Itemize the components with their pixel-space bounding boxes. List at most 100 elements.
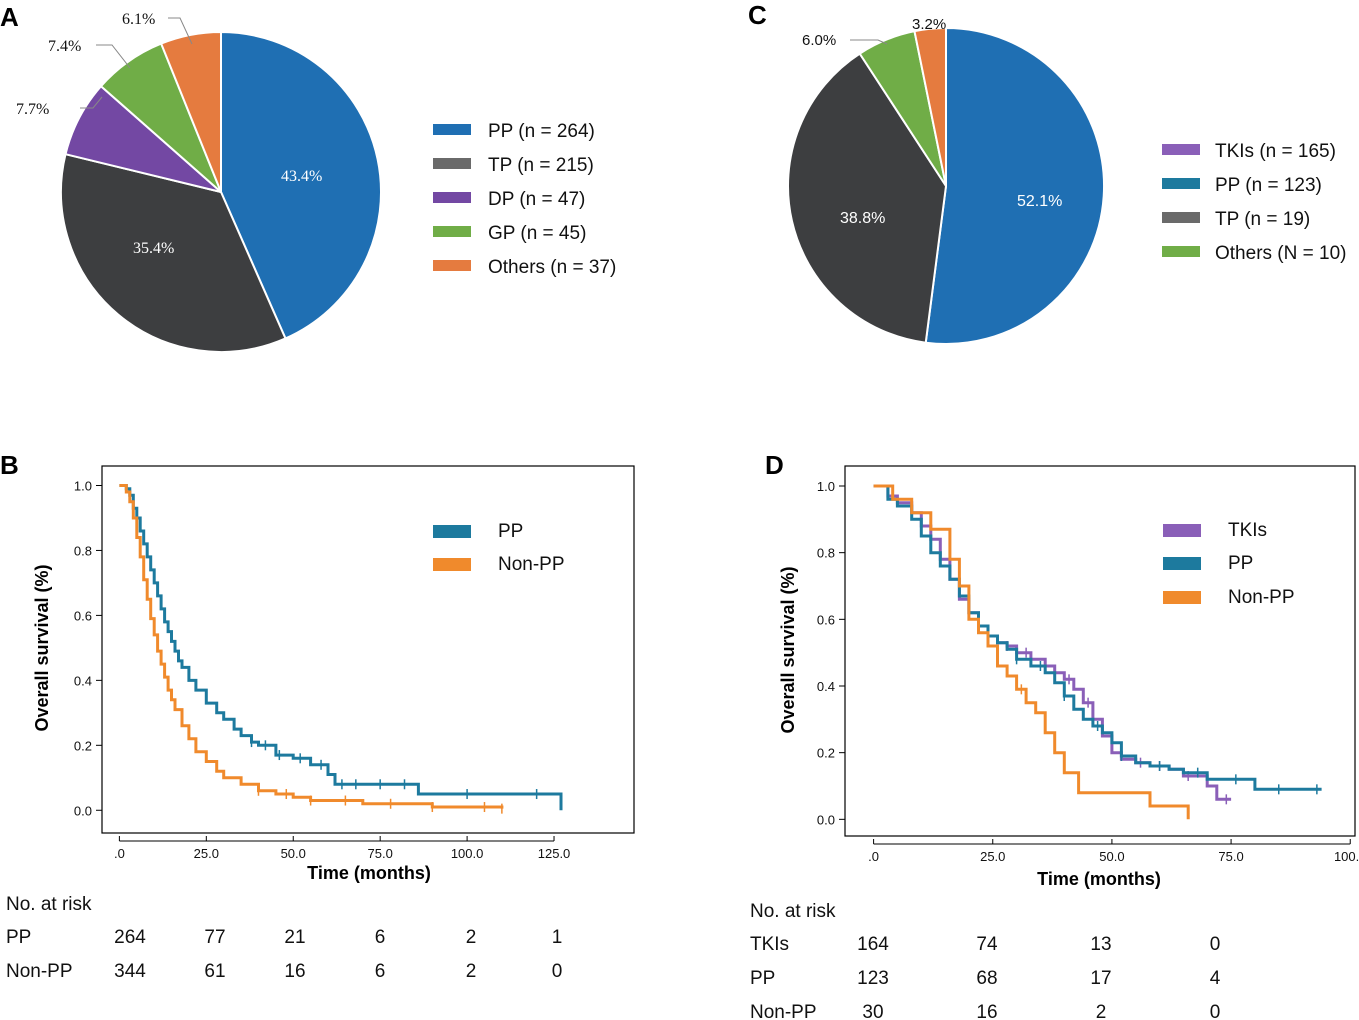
x-tick-label: .0 bbox=[868, 849, 879, 864]
risk-cell: 74 bbox=[976, 934, 998, 955]
legend-swatch-b-pp bbox=[433, 525, 471, 538]
pie-slice-others bbox=[159, 30, 222, 193]
risk-table-title-d: No. at risk bbox=[750, 901, 836, 922]
x-tick-label: .0 bbox=[114, 846, 125, 861]
x-axis-title-d: Time (months) bbox=[1037, 869, 1161, 889]
pie-slice-tkis bbox=[924, 26, 1106, 345]
risk-cell: 2 bbox=[466, 961, 477, 982]
pie-slice-pp bbox=[913, 26, 947, 187]
risk-cell: 4 bbox=[1210, 968, 1221, 989]
legend-swatch-d-tkis bbox=[1163, 524, 1201, 537]
y-tick-label: 0.6 bbox=[817, 612, 835, 627]
risk-row-label-b-nonpp: Non-PP bbox=[6, 961, 73, 982]
legend-label-others-c: Others (N = 10) bbox=[1215, 243, 1346, 264]
risk-cell: 6 bbox=[375, 961, 386, 982]
legend-label-gp: GP (n = 45) bbox=[488, 223, 586, 244]
y-tick-label: 0.4 bbox=[817, 679, 835, 694]
pie-slice-tp bbox=[60, 152, 287, 353]
legend-label-b-nonpp: Non-PP bbox=[498, 554, 565, 575]
y-tick-label: 0.0 bbox=[74, 803, 92, 818]
risk-cell: 21 bbox=[284, 927, 305, 948]
km-plot-d: .0 25.0 50.0 75.0 100.0 0.0 0.2 0.4 0.6 0.8 1.0 Ti… bbox=[778, 465, 1359, 889]
plot-frame-d bbox=[844, 465, 1356, 837]
risk-cell: 30 bbox=[862, 1002, 883, 1020]
risk-table-b: No. at risk PP Non-PP 264 77 21 6 2 1 34… bbox=[6, 894, 562, 982]
risk-cell: 77 bbox=[204, 927, 225, 948]
risk-table-title-b: No. at risk bbox=[6, 894, 92, 915]
legend-label-tkis: TKIs (n = 165) bbox=[1215, 141, 1336, 162]
risk-row-label-d-pp: PP bbox=[750, 968, 775, 989]
legend-c: TKIs (n = 165) PP (n = 123) TP (n = 19) … bbox=[1162, 141, 1346, 264]
panel-label-b: B bbox=[0, 450, 19, 480]
y-tick-label: 0.4 bbox=[74, 673, 92, 688]
panel-label-c: C bbox=[748, 0, 767, 30]
x-tick-label: 50.0 bbox=[1099, 849, 1124, 864]
legend-swatch-pp bbox=[433, 124, 471, 135]
y-tick-label: 1.0 bbox=[74, 478, 92, 493]
risk-cell: 164 bbox=[857, 934, 889, 955]
y-tick-label: 0.2 bbox=[74, 738, 92, 753]
legend-swatch-tp bbox=[433, 158, 471, 169]
legend-swatch-others-c bbox=[1162, 246, 1200, 257]
panel-label-a: A bbox=[0, 2, 19, 32]
y-tick-label: 0.8 bbox=[74, 543, 92, 558]
x-tick-label: 50.0 bbox=[281, 846, 306, 861]
legend-label-d-pp: PP bbox=[1228, 553, 1253, 574]
slice-label-others: 6.1% bbox=[122, 11, 155, 28]
legend-label-tp: TP (n = 215) bbox=[488, 155, 594, 176]
x-tick-label: 25.0 bbox=[194, 846, 219, 861]
risk-row-label-b-pp: PP bbox=[6, 927, 31, 948]
x-tick-label: 100.0 bbox=[451, 846, 484, 861]
plot-frame-b bbox=[101, 465, 635, 834]
legend-label-pp-c: PP (n = 123) bbox=[1215, 175, 1322, 196]
leader-line-others-c bbox=[850, 39, 888, 45]
panel-label-d: D bbox=[765, 450, 784, 480]
legend-swatch-gp bbox=[433, 226, 471, 237]
leader-line-others-a bbox=[168, 17, 193, 45]
leader-line-dp bbox=[80, 96, 103, 109]
legend-swatch-dp bbox=[433, 192, 471, 203]
risk-cell: 2 bbox=[466, 927, 477, 948]
risk-cell: 0 bbox=[552, 961, 563, 982]
km-curve-d-non-pp bbox=[873, 484, 1190, 820]
legend-label-pp: PP (n = 264) bbox=[488, 121, 595, 142]
legend-swatch-b-nonpp bbox=[433, 558, 471, 571]
legend-swatch-tp-c bbox=[1162, 212, 1200, 223]
risk-cell: 68 bbox=[976, 968, 997, 989]
leader-line-gp bbox=[96, 44, 131, 69]
x-tick-label: 75.0 bbox=[368, 846, 393, 861]
slice-label-tkis: 52.1% bbox=[1017, 193, 1062, 210]
slice-label-pp: 43.4% bbox=[281, 168, 322, 185]
y-tick-label: 0.6 bbox=[74, 608, 92, 623]
legend-label-b-pp: PP bbox=[498, 521, 523, 542]
risk-row-label-d-nonpp: Non-PP bbox=[750, 1002, 817, 1020]
km-curve-d-pp bbox=[873, 484, 1322, 791]
pie-chart-c: 52.1% 38.8% 6.0% 3.2% bbox=[787, 16, 1106, 345]
legend-a: PP (n = 264) TP (n = 215) DP (n = 47) GP… bbox=[433, 121, 616, 278]
legend-label-tp-c: TP (n = 19) bbox=[1215, 209, 1310, 230]
km-curve-b-pp bbox=[119, 484, 563, 811]
legend-swatch-pp-c bbox=[1162, 178, 1200, 189]
x-axis-title-b: Time (months) bbox=[307, 863, 431, 883]
legend-swatch-others bbox=[433, 260, 471, 271]
pie-chart-a: 43.4% 35.4% 7.7% 7.4% 6.1% bbox=[16, 11, 382, 353]
risk-cell: 1 bbox=[552, 927, 563, 948]
slice-label-gp: 7.4% bbox=[48, 38, 81, 55]
legend-swatch-d-nonpp bbox=[1163, 591, 1201, 604]
x-tick-label: 100.0 bbox=[1334, 849, 1359, 864]
y-tick-label: 0.8 bbox=[817, 546, 835, 561]
y-tick-label: 1.0 bbox=[817, 479, 835, 494]
slice-label-dp: 7.7% bbox=[16, 101, 49, 118]
pie-slice-pp bbox=[220, 30, 382, 340]
y-axis-title-b: Overall survival (%) bbox=[32, 564, 52, 731]
km-curve-b-non-pp bbox=[119, 484, 504, 809]
x-tick-label: 125.0 bbox=[538, 846, 571, 861]
risk-cell: 61 bbox=[204, 961, 225, 982]
legend-label-dp: DP (n = 47) bbox=[488, 189, 585, 210]
y-tick-label: 0.0 bbox=[817, 812, 835, 827]
risk-table-d: No. at risk TKIs PP Non-PP 164 74 13 0 1… bbox=[750, 901, 1221, 1020]
slice-label-tp: 35.4% bbox=[133, 240, 174, 257]
legend-swatch-tkis bbox=[1162, 144, 1200, 155]
y-axis-title-d: Overall survival (%) bbox=[778, 566, 798, 733]
slice-label-pp-c: 3.2% bbox=[912, 16, 946, 33]
